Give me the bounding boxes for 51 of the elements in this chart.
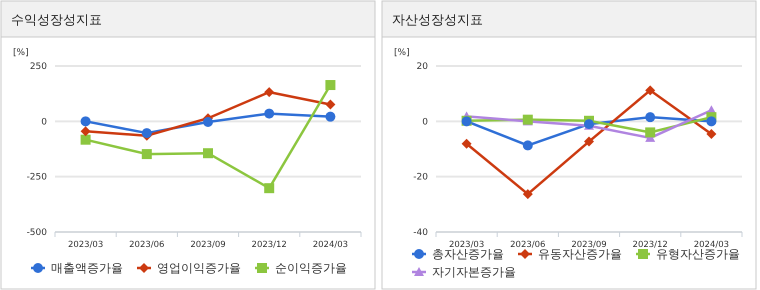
point — [325, 100, 336, 110]
x-tick-label: 2023/12 — [252, 240, 287, 250]
point — [80, 116, 91, 126]
legend-label: 총자산증가율 — [432, 247, 504, 261]
point — [706, 129, 716, 140]
legend-label: 유동자산증가율 — [538, 247, 622, 261]
y-tick-label: 250 — [30, 62, 48, 72]
point — [645, 127, 656, 138]
point — [80, 134, 91, 145]
y-tick-label: -40 — [413, 228, 428, 238]
x-tick-label: 2023/12 — [632, 240, 668, 250]
point — [522, 189, 533, 200]
chart-title: 자산성장성지표 — [392, 13, 483, 28]
y-tick-label: 20 — [416, 62, 428, 72]
point — [142, 149, 152, 160]
point — [80, 126, 91, 136]
legend-label: 유형자산증가율 — [656, 247, 740, 261]
x-tick-label: 2023/03 — [68, 240, 104, 250]
legend-label: 순이익증가율 — [275, 261, 347, 275]
point — [264, 87, 274, 98]
x-tick-label: 2023/06 — [510, 240, 546, 250]
x-tick-label: 2023/03 — [448, 240, 484, 250]
legend-label: 매출액증가율 — [51, 261, 123, 275]
chart-title: 수익성장성지표 — [11, 13, 102, 28]
y-tick-label: -20 — [413, 172, 428, 183]
x-tick-label: 2024/03 — [312, 240, 348, 250]
y-tick-label: -500 — [26, 228, 48, 238]
point — [203, 116, 213, 127]
x-tick-label: 2024/03 — [694, 240, 730, 250]
point — [142, 128, 152, 138]
point — [264, 108, 274, 119]
point — [584, 136, 594, 147]
point — [706, 116, 716, 126]
point — [645, 85, 656, 96]
y-tick-label: 0 — [422, 117, 428, 128]
legend-label: 자기자본증가율 — [432, 265, 516, 279]
point — [462, 138, 472, 149]
x-tick-label: 2023/09 — [190, 240, 226, 250]
x-tick-label: 2023/06 — [129, 240, 164, 250]
y-axis-title: [%] — [13, 48, 29, 58]
x-tick-label: 2023/09 — [571, 240, 607, 250]
y-axis-title: [%] — [394, 48, 410, 58]
point — [325, 112, 336, 122]
point — [522, 140, 533, 150]
y-tick-label: 0 — [41, 117, 48, 128]
point — [203, 148, 213, 158]
point — [264, 183, 274, 194]
point — [645, 112, 656, 122]
y-tick-label: -250 — [26, 172, 48, 183]
legend-label: 영업이익증가율 — [157, 261, 241, 275]
point — [325, 80, 336, 90]
